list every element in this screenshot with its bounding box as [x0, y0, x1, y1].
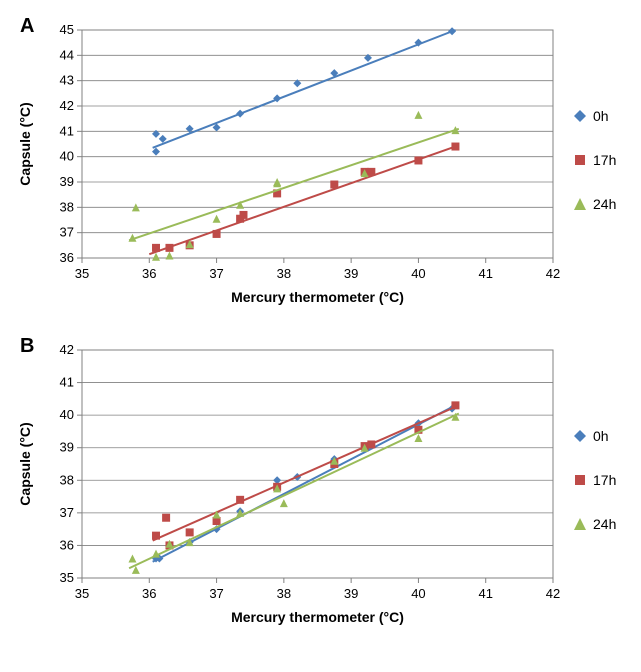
diamond-icon	[573, 429, 587, 443]
svg-text:40: 40	[60, 149, 74, 164]
svg-text:42: 42	[546, 586, 560, 601]
svg-text:41: 41	[478, 266, 492, 281]
chart-a: 363738394041424344453536373839404142Merc…	[10, 10, 565, 310]
svg-text:37: 37	[209, 266, 223, 281]
svg-text:40: 40	[60, 407, 74, 422]
legend-b: 0h 17h 24h	[573, 428, 616, 532]
svg-text:39: 39	[60, 440, 74, 455]
triangle-icon	[573, 517, 587, 531]
legend-a-24h: 24h	[573, 196, 616, 212]
svg-text:42: 42	[60, 98, 74, 113]
triangle-icon	[573, 197, 587, 211]
chart-b: 35 36 37 38 39 40 41 42 35 36 37 38 39 40 41 42 Mercury …	[10, 330, 565, 630]
svg-text:44: 44	[60, 47, 74, 62]
legend-a-0h: 0h	[573, 108, 616, 124]
svg-text:42: 42	[546, 266, 560, 281]
panel-b: B 35 36 37 38 39 40 41 42 35 36 37 38 39 40 41 42 Mercur…	[10, 330, 631, 630]
legend-a-0h-label: 0h	[593, 108, 609, 124]
svg-text:35: 35	[75, 266, 89, 281]
svg-text:42: 42	[60, 342, 74, 357]
svg-text:Capsule (°C): Capsule (°C)	[17, 422, 33, 505]
legend-b-0h-label: 0h	[593, 428, 609, 444]
svg-text:36: 36	[60, 537, 74, 552]
svg-text:45: 45	[60, 22, 74, 37]
svg-text:37: 37	[209, 586, 223, 601]
svg-text:Mercury thermometer (°C): Mercury thermometer (°C)	[231, 289, 404, 305]
diamond-icon	[573, 109, 587, 123]
svg-text:Capsule (°C): Capsule (°C)	[17, 102, 33, 185]
legend-a-17h-label: 17h	[593, 152, 616, 168]
svg-text:37: 37	[60, 225, 74, 240]
svg-text:38: 38	[277, 266, 291, 281]
legend-b-17h-label: 17h	[593, 472, 616, 488]
svg-text:38: 38	[60, 472, 74, 487]
svg-text:Mercury thermometer (°C): Mercury thermometer (°C)	[231, 609, 404, 625]
svg-text:37: 37	[60, 505, 74, 520]
legend-a-17h: 17h	[573, 152, 616, 168]
svg-text:39: 39	[344, 266, 358, 281]
panel-b-label: B	[20, 335, 34, 358]
svg-text:41: 41	[478, 586, 492, 601]
svg-text:43: 43	[60, 73, 74, 88]
legend-a: 0h 17h 24h	[573, 108, 616, 212]
legend-b-0h: 0h	[573, 428, 616, 444]
panel-a: A 363738394041424344453536373839404142Me…	[10, 10, 631, 310]
panel-a-label: A	[20, 15, 34, 38]
svg-text:35: 35	[75, 586, 89, 601]
legend-b-24h-label: 24h	[593, 516, 616, 532]
legend-b-17h: 17h	[573, 472, 616, 488]
svg-text:36: 36	[142, 266, 156, 281]
svg-text:41: 41	[60, 123, 74, 138]
square-icon	[573, 153, 587, 167]
svg-text:38: 38	[277, 586, 291, 601]
panel-b-chartwrap: 35 36 37 38 39 40 41 42 35 36 37 38 39 40 41 42 Mercury …	[10, 330, 631, 630]
svg-text:39: 39	[344, 586, 358, 601]
svg-text:36: 36	[60, 250, 74, 265]
svg-text:40: 40	[411, 266, 425, 281]
legend-a-24h-label: 24h	[593, 196, 616, 212]
svg-text:40: 40	[411, 586, 425, 601]
svg-text:41: 41	[60, 375, 74, 390]
svg-text:39: 39	[60, 174, 74, 189]
svg-text:38: 38	[60, 199, 74, 214]
square-icon	[573, 473, 587, 487]
svg-text:35: 35	[60, 570, 74, 585]
panel-a-chartwrap: 363738394041424344453536373839404142Merc…	[10, 10, 631, 310]
svg-text:36: 36	[142, 586, 156, 601]
legend-b-24h: 24h	[573, 516, 616, 532]
